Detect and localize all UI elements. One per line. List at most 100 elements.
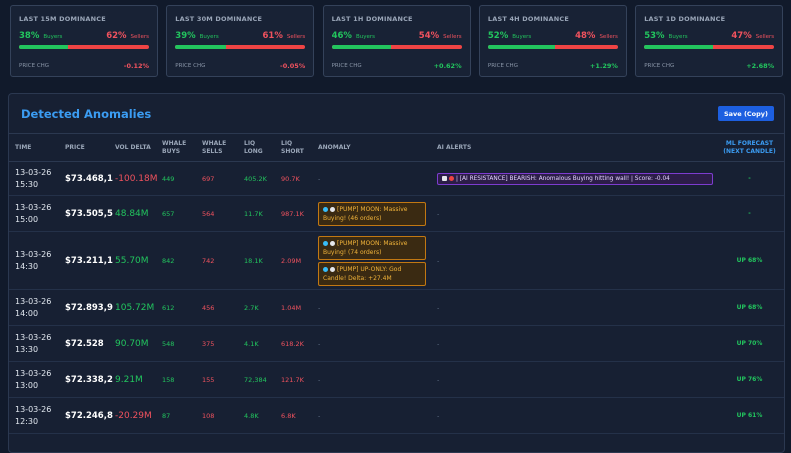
rocket-icon <box>330 240 335 246</box>
anomaly-cell: [PUMP] MOON: Massive Buying! (46 orders) <box>312 195 431 232</box>
liq-long: 405.2K <box>238 161 275 196</box>
empty-value: - <box>318 303 321 312</box>
rocket-icon <box>330 206 335 212</box>
ai-alert-cell: - <box>431 231 709 290</box>
buyers-pct: 46% Buyers <box>332 31 375 41</box>
anomaly-text: [PUMP] MOON: Massive Buying! (46 orders) <box>323 205 408 222</box>
dominance-bar <box>644 45 775 49</box>
anomaly-badge: [PUMP] MOON: Massive Buying! (74 orders) <box>318 235 426 260</box>
sellers-pct: 47% Sellers <box>731 31 774 41</box>
liq-short: 2.09M <box>275 231 312 290</box>
empty-value: - <box>437 256 440 265</box>
whale-sells: 697 <box>196 161 238 196</box>
whale-icon <box>323 206 328 212</box>
alert-icon <box>449 175 454 181</box>
forecast: UP 61% <box>709 397 784 434</box>
table-row: 13-03-26 14:00 $72.893,9 105.72M 612 456 2.7K 1… <box>9 289 784 326</box>
whale-buys: 612 <box>156 289 196 326</box>
empty-value: - <box>437 209 440 218</box>
sellers-pct: 62% Sellers <box>106 31 149 41</box>
column-header: ML FORECAST (NEXT CANDLE) <box>709 133 784 162</box>
sellers-pct: 54% Sellers <box>419 31 462 41</box>
buyers-pct: 52% Buyers <box>488 31 531 41</box>
header-row: TIME PRICE VOL DELTA WHALE BUYS WHALE SELLS L… <box>9 133 784 162</box>
liq-long: 4.8K <box>238 397 275 434</box>
time-cell: 13-03-26 13:00 <box>9 361 59 398</box>
price-chg-label: PRICE CHG <box>175 63 206 69</box>
column-header: VOL DELTA <box>109 133 156 162</box>
card-title: LAST 15M DOMINANCE <box>19 15 106 23</box>
whale-buys: 87 <box>156 397 196 434</box>
vol-delta: -100.18M <box>109 161 158 196</box>
empty-value: - <box>437 375 440 384</box>
price: $73.211,1 <box>59 231 113 290</box>
anomaly-cell: [PUMP] MOON: Massive Buying! (74 orders)… <box>312 231 431 290</box>
price: $73.505,5 <box>59 195 113 232</box>
ai-alert-cell: | [AI RESISTANCE] BEARISH: Anomalous Buy… <box>431 161 713 196</box>
page: LAST 15M DOMINANCE 38% Buyers 62% Sellers PRI… <box>8 5 785 453</box>
whale-icon <box>323 266 328 272</box>
empty-value: - <box>437 411 440 420</box>
price: $72.338,2 <box>59 361 113 398</box>
card-title: LAST 1H DOMINANCE <box>331 15 413 23</box>
price: $72.246,8 <box>59 397 113 434</box>
forecast: UP 68% <box>709 289 784 326</box>
date: 13-03-26 <box>15 332 52 342</box>
price: $72.528 <box>59 325 109 362</box>
liq-long: 4.1K <box>238 325 275 362</box>
date: 13-03-26 <box>15 368 52 378</box>
empty-value: - <box>318 174 321 183</box>
table-row: 13-03-26 15:00 $73.505,5 48.84M 657 564 11.7K 9… <box>9 195 784 232</box>
vol-delta: 105.72M <box>109 289 156 326</box>
liq-short: 6.8K <box>275 397 312 434</box>
buyers-value: 52% <box>487 31 509 41</box>
liq-long: 18.1K <box>238 231 275 290</box>
empty-value: - <box>318 339 321 348</box>
price-chg-label: PRICE CHG <box>331 63 362 69</box>
price-chg: +0.62% <box>433 62 462 70</box>
vol-delta: 90.70M <box>109 325 156 362</box>
liq-long: 2.7K <box>238 289 275 326</box>
vol-delta: 48.84M <box>109 195 156 232</box>
whale-buys: 548 <box>156 325 196 362</box>
column-header: TIME <box>9 133 59 162</box>
sellers-value: 48% <box>575 31 596 41</box>
anomalies-panel: Detected Anomalies Save (Copy) TIME PRICE… <box>8 93 785 453</box>
sellers-label: Sellers <box>755 34 775 40</box>
buyers-pct: 38% Buyers <box>19 31 62 41</box>
forecast: UP 76% <box>709 361 784 398</box>
column-header: LIQ LONG <box>238 133 275 162</box>
buyers-bar <box>644 45 714 49</box>
dominance-card: LAST 4H DOMINANCE 52% Buyers 48% Sellers PRIC… <box>478 5 627 77</box>
liq-short: 618.2K <box>275 325 312 362</box>
price-chg-label: PRICE CHG <box>644 63 675 69</box>
time-cell: 13-03-26 15:00 <box>9 195 59 232</box>
time: 15:00 <box>15 214 39 224</box>
ai-alert-cell: - <box>431 361 709 398</box>
price-chg: -0.05% <box>280 62 306 70</box>
buyers-label: Buyers <box>668 34 688 40</box>
dominance-card: LAST 1D DOMINANCE 53% Buyers 47% Sellers PRIC… <box>635 5 784 77</box>
price-chg: +1.29% <box>589 62 618 70</box>
sellers-label: Sellers <box>599 34 618 40</box>
time: 15:30 <box>15 179 39 189</box>
whale-icon <box>323 240 328 246</box>
anomaly-badge: [PUMP] UP-ONLY: God Candle! Delta: +27.4… <box>318 261 426 286</box>
forecast: - <box>709 195 784 232</box>
sellers-label: Sellers <box>286 34 306 40</box>
buyers-value: 38% <box>19 31 40 41</box>
dominance-card: LAST 1H DOMINANCE 46% Buyers 54% Sellers PRIC… <box>322 5 471 77</box>
save-button[interactable]: Save (Copy) <box>718 106 774 121</box>
date: 13-03-26 <box>15 249 52 259</box>
date: 13-03-26 <box>15 167 52 177</box>
ai-alert-cell: - <box>431 325 709 362</box>
table-row: 13-03-26 13:30 $72.528 90.70M 548 375 4.1K 618.… <box>9 325 784 362</box>
alert-text: | [AI RESISTANCE] BEARISH: Anomalous Buy… <box>456 175 670 182</box>
whale-sells: 456 <box>196 289 238 326</box>
sellers-label: Sellers <box>130 34 149 40</box>
time-cell: 13-03-26 13:30 <box>9 325 59 362</box>
anomaly-cell: - <box>312 361 431 398</box>
liq-short: 1.04M <box>275 289 312 326</box>
dominance-bar <box>19 45 149 49</box>
time-cell: 13-03-26 15:30 <box>9 161 59 196</box>
